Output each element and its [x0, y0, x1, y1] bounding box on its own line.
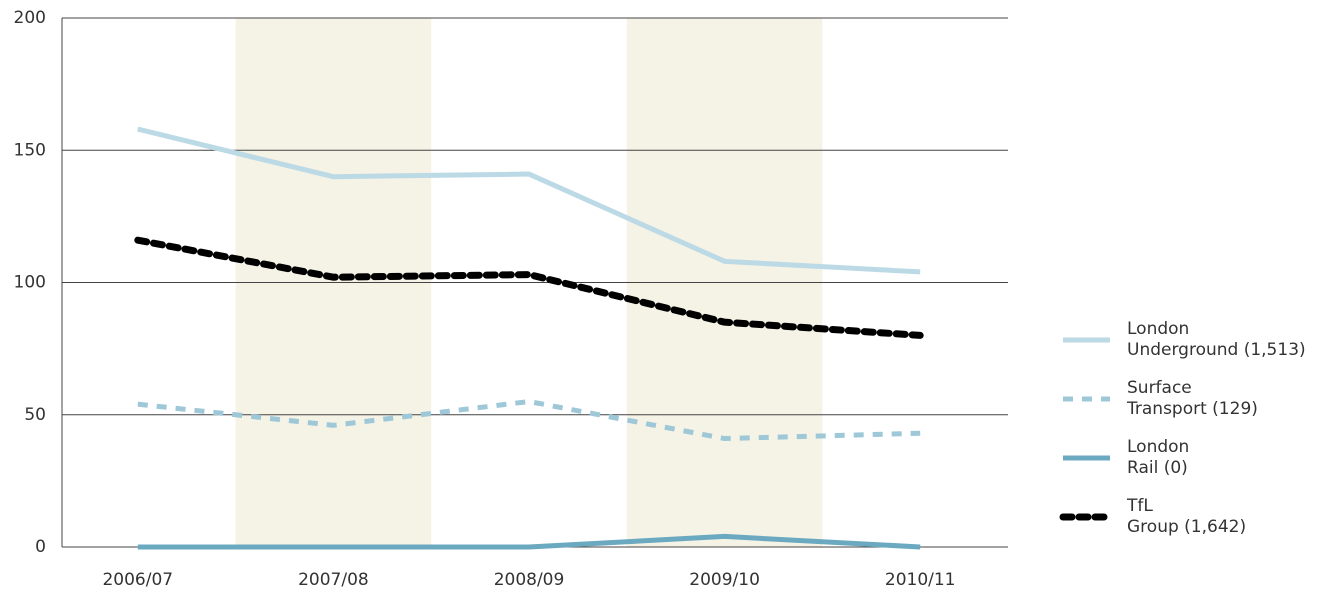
series-line [137, 533, 921, 550]
legend-label-line: Rail (0) [1127, 458, 1188, 478]
x-tick-label: 2010/11 [885, 570, 956, 588]
y-tick-label: 200 [14, 8, 46, 28]
y-tick-label: 150 [14, 140, 46, 160]
x-tick-label: 2006/07 [102, 570, 173, 588]
y-tick-label: 0 [35, 537, 46, 557]
legend-label-line: Transport (129) [1126, 399, 1258, 419]
legend-label-line: Surface [1127, 378, 1197, 398]
series-line [134, 236, 924, 339]
legend-label-line: Group (1,642) [1127, 517, 1246, 537]
series-line [137, 126, 921, 275]
legend-label-line: Underground (1,513) [1127, 340, 1306, 360]
legend-label: TfL Group (1,642) [1126, 496, 1246, 537]
legend-label: Surface Transport (129) [1126, 378, 1258, 419]
legend-label: London Rail (0) [1127, 437, 1195, 478]
x-tick-label: 2009/10 [689, 570, 760, 588]
x-tick-label: 2007/08 [298, 570, 369, 588]
y-tick-label: 100 [14, 273, 46, 293]
legend-label: London Underground (1,513) [1127, 319, 1306, 360]
legend-label-line: London [1127, 437, 1195, 457]
y-tick-label: 50 [24, 405, 46, 425]
legend-label-line: London [1127, 319, 1195, 339]
x-tick-label: 2008/09 [494, 570, 565, 588]
legend-label-line: TfL [1126, 496, 1158, 516]
